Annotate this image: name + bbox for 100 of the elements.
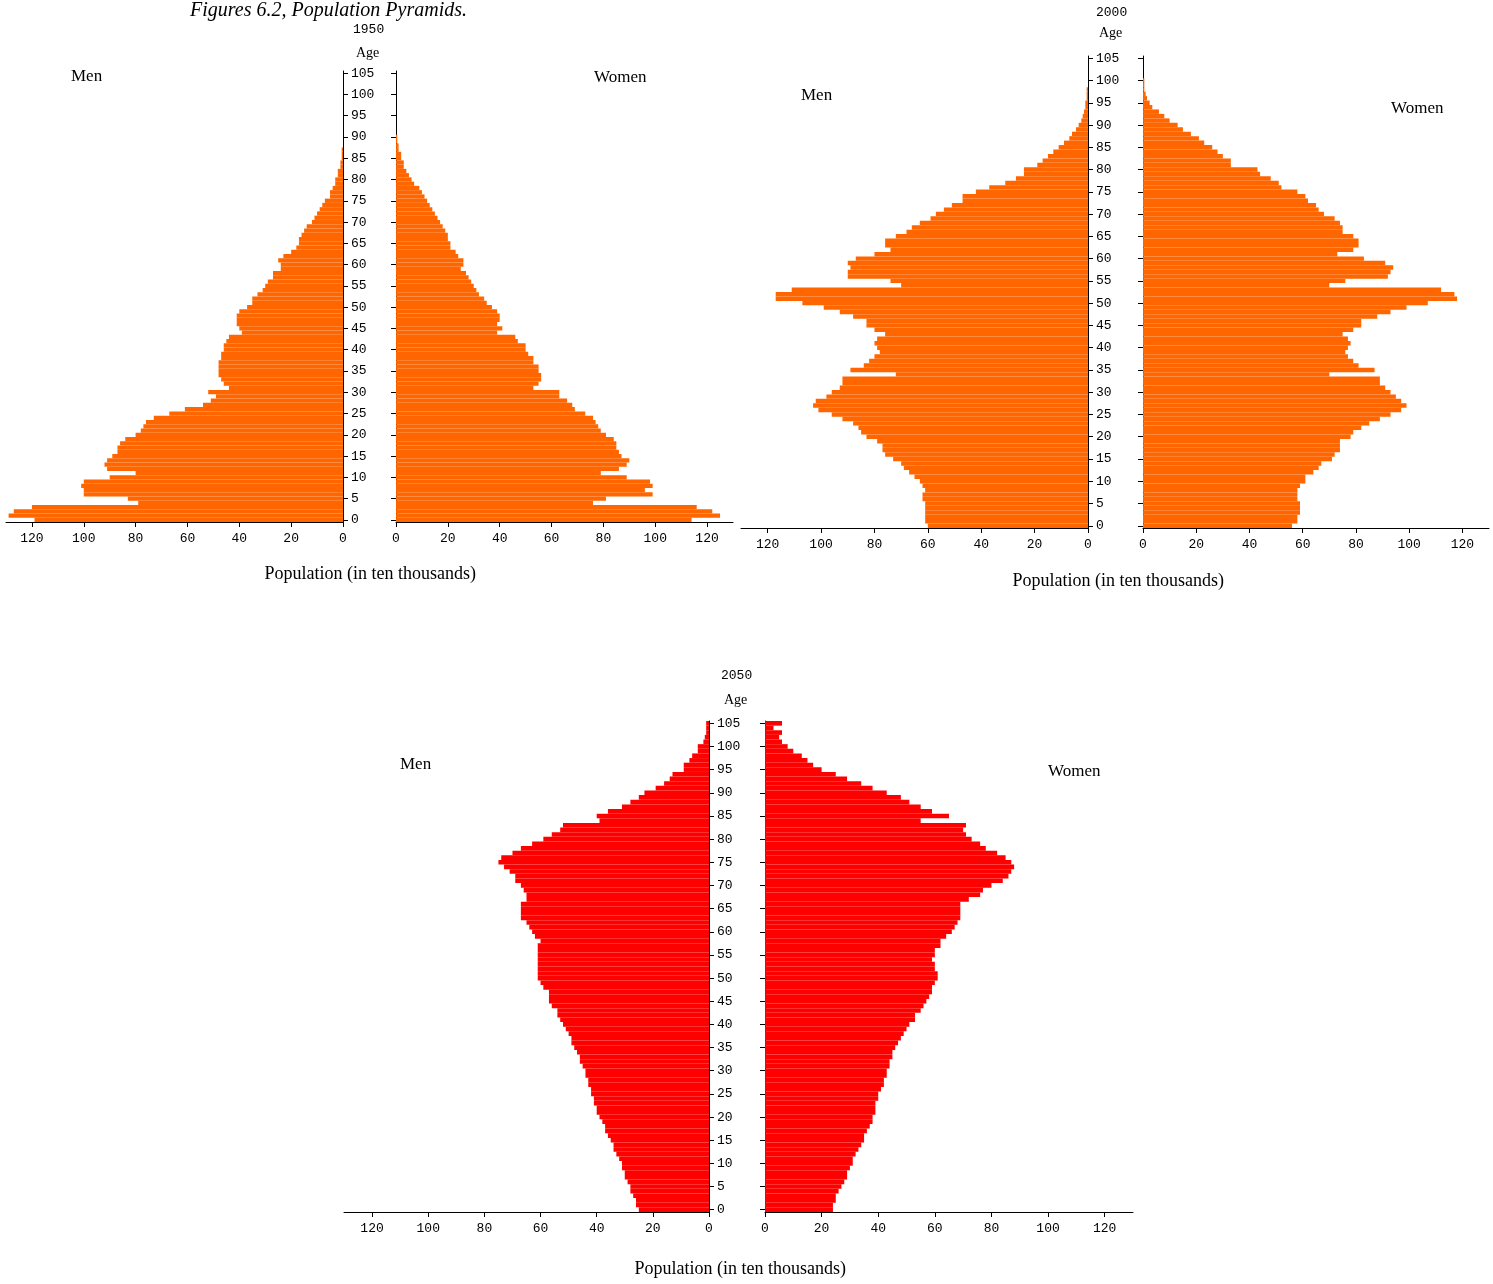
text: Women <box>1391 98 1444 117</box>
x-tick-label: 20 <box>1188 537 1205 552</box>
x-tick-label: 120 <box>695 531 719 546</box>
x-tick-label: 60 <box>532 1221 549 1236</box>
y-tick-label: 95 <box>717 762 733 778</box>
y-tick-label: 60 <box>717 924 733 940</box>
y-tick-label: 60 <box>351 257 367 273</box>
y-tick-label: 20 <box>717 1109 733 1125</box>
y-tick-label: 45 <box>351 320 367 336</box>
y-tick-label: 30 <box>717 1063 733 1079</box>
chart-subtitle: 1950 <box>353 22 385 37</box>
y-tick-label: 30 <box>351 384 367 400</box>
x-tick-label: 80 <box>866 537 883 552</box>
chart-title: Men <box>71 66 103 85</box>
text: Men <box>801 85 833 104</box>
y-tick-label: 105 <box>351 65 375 81</box>
y-tick-label: 80 <box>351 172 367 187</box>
text: Men <box>400 754 432 773</box>
x-tick-label: 100 <box>1397 537 1421 552</box>
y-tick-label: 100 <box>1096 72 1120 88</box>
y-tick-label: 25 <box>1096 406 1112 422</box>
chart-subtitle: 2000 <box>1096 5 1128 20</box>
x-tick-label: 0 <box>705 1221 713 1236</box>
y-tick-label: 75 <box>1096 184 1112 200</box>
y-tick-label: 90 <box>351 129 367 145</box>
y-tick-label: 5 <box>1096 496 1104 512</box>
y-tick-label: 15 <box>351 448 367 464</box>
x-tick-label: 100 <box>72 531 96 546</box>
y-tick-label: 20 <box>351 427 367 443</box>
y-tick-label: 100 <box>351 86 375 102</box>
y-tick-label: 95 <box>351 108 367 124</box>
y-tick-label: 0 <box>1096 518 1104 534</box>
text: 2050 <box>721 668 753 683</box>
x-tick-label: 80 <box>476 1221 493 1236</box>
y-tick-label: 10 <box>1096 473 1112 489</box>
y-tick-label: 35 <box>351 363 367 379</box>
y-tick-label: 15 <box>1096 451 1112 467</box>
x-tick-label: 100 <box>643 531 667 546</box>
y-tick-label: 75 <box>717 854 733 870</box>
y-tick-label: 70 <box>1096 206 1112 222</box>
y-tick-label: 80 <box>1096 162 1112 178</box>
x-tick-label: 100 <box>416 1221 440 1236</box>
y-tick-label: 35 <box>1096 362 1112 378</box>
y-tick-label: 25 <box>351 406 367 421</box>
y-tick-label: 50 <box>717 970 733 986</box>
y-tick-label: 90 <box>1096 117 1112 133</box>
x-tick-label: 60 <box>920 537 936 552</box>
x-tick-label: 20 <box>283 531 299 546</box>
y-tick-label: 10 <box>351 469 367 485</box>
x-tick-label: 20 <box>813 1221 830 1236</box>
x-tick-label: 100 <box>1036 1221 1060 1236</box>
x-tick-label: 120 <box>1450 537 1475 552</box>
x-tick-label: 40 <box>870 1221 887 1236</box>
y-tick-label: 50 <box>351 299 367 315</box>
y-tick-label: 55 <box>351 278 367 294</box>
x-tick-label: 0 <box>1139 537 1147 552</box>
y-tick-label: 90 <box>717 785 733 801</box>
x-tick-label: 40 <box>491 531 508 546</box>
x-axis-title: Population (in ten thousands) <box>634 1257 846 1279</box>
y-tick-label: 15 <box>717 1132 733 1148</box>
y-tick-label: 5 <box>351 491 359 507</box>
y-tick-label: 40 <box>1096 340 1112 356</box>
x-tick-label: 40 <box>1241 537 1258 552</box>
y-axis-title: Age <box>724 691 748 707</box>
y-tick-label: 50 <box>1096 295 1112 311</box>
chart-title: Women <box>594 67 647 86</box>
y-tick-label: 85 <box>351 150 367 166</box>
x-axis-title: Population (in ten thousands) <box>264 562 476 584</box>
y-tick-label: 105 <box>1096 50 1120 66</box>
y-tick-label: 65 <box>1096 228 1112 244</box>
y-tick-label: 0 <box>717 1202 725 1218</box>
y-tick-label: 100 <box>717 738 741 754</box>
y-tick-label: 25 <box>717 1086 733 1102</box>
y-tick-label: 0 <box>351 512 359 528</box>
y-tick-label: 70 <box>351 214 367 230</box>
x-tick-label: 40 <box>231 531 248 546</box>
x-tick-label: 80 <box>127 531 144 546</box>
x-tick-label: 0 <box>1084 537 1092 552</box>
x-tick-label: 20 <box>1026 537 1043 552</box>
x-tick-label: 40 <box>588 1221 605 1236</box>
x-tick-label: 40 <box>973 537 990 552</box>
x-tick-label: 20 <box>645 1221 661 1236</box>
y-tick-label: 10 <box>717 1155 733 1171</box>
y-tick-label: 5 <box>717 1179 725 1195</box>
y-tick-label: 55 <box>717 947 733 963</box>
x-tick-label: 120 <box>360 1221 384 1236</box>
y-tick-label: 85 <box>717 808 733 824</box>
x-tick-label: 60 <box>1294 537 1311 552</box>
x-tick-label: 0 <box>392 531 400 546</box>
x-tick-label: 120 <box>20 531 44 546</box>
y-tick-label: 35 <box>717 1040 733 1056</box>
y-tick-label: 40 <box>717 1016 733 1032</box>
y-tick-label: 105 <box>717 715 741 731</box>
x-tick-label: 80 <box>1348 537 1364 552</box>
text: Women <box>1048 761 1101 780</box>
x-tick-label: 60 <box>927 1221 943 1236</box>
x-tick-label: 80 <box>595 531 612 546</box>
y-tick-label: 80 <box>717 831 733 847</box>
x-tick-label: 60 <box>543 531 560 546</box>
x-tick-label: 0 <box>339 531 347 546</box>
